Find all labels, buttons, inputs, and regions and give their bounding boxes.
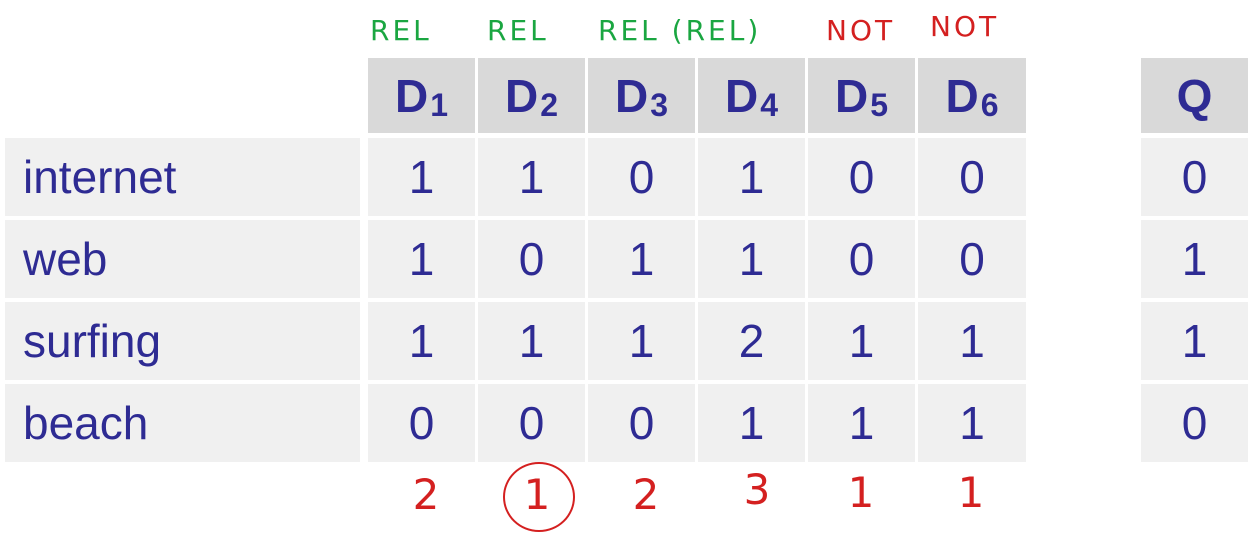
cell: 0 <box>588 384 695 462</box>
cell: 1 <box>368 220 475 298</box>
cell: 1 <box>698 384 805 462</box>
annotation-not-1: NOT <box>826 14 896 47</box>
annotation-rel-3: REL (REL) <box>598 14 762 47</box>
score-d6: 1 <box>957 468 985 517</box>
score-d4: 3 <box>743 465 771 514</box>
cell: 1 <box>588 220 695 298</box>
cell: 1 <box>808 302 915 380</box>
cell: 1 <box>808 384 915 462</box>
cell: 0 <box>478 384 585 462</box>
cell: 1 <box>368 138 475 216</box>
cell: 1 <box>918 302 1026 380</box>
score-d3: 2 <box>632 470 660 519</box>
score-circle <box>503 462 575 532</box>
score-d1: 2 <box>412 470 440 519</box>
cell: 1 <box>478 138 585 216</box>
cell: 1 <box>368 302 475 380</box>
cell: 0 <box>478 220 585 298</box>
cell: 1 <box>918 384 1026 462</box>
term-surfing: surfing <box>5 302 360 380</box>
query-cell: 1 <box>1141 302 1248 380</box>
term-web: web <box>5 220 360 298</box>
cell: 1 <box>698 138 805 216</box>
term-internet: internet <box>5 138 360 216</box>
score-d5: 1 <box>847 468 875 517</box>
score-d2: 1 <box>523 470 551 519</box>
term-beach: beach <box>5 384 360 462</box>
cell: 1 <box>478 302 585 380</box>
cell: 0 <box>808 220 915 298</box>
cell: 2 <box>698 302 805 380</box>
query-cell: 0 <box>1141 384 1248 462</box>
annotation-rel-1: REL <box>370 14 432 47</box>
query-cell: 0 <box>1141 138 1248 216</box>
header-query: Q <box>1141 58 1248 133</box>
annotation-not-2: NOT <box>930 10 1000 43</box>
cell: 1 <box>588 302 695 380</box>
query-cell: 1 <box>1141 220 1248 298</box>
cell: 0 <box>368 384 475 462</box>
cell: 0 <box>918 220 1026 298</box>
annotation-rel-2: REL <box>487 14 549 47</box>
cell: 0 <box>808 138 915 216</box>
cell: 0 <box>918 138 1026 216</box>
cell: 0 <box>588 138 695 216</box>
cell: 1 <box>698 220 805 298</box>
